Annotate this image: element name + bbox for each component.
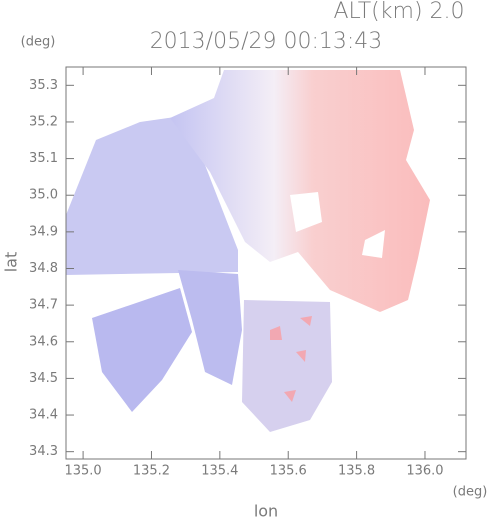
y-tick-label: 35.1 bbox=[29, 151, 58, 166]
altitude-label: ALT(km) 2.0 bbox=[333, 0, 464, 24]
radar-echo bbox=[66, 116, 238, 275]
x-tick-label: 136.0 bbox=[406, 464, 443, 479]
x-tick-label: 135.2 bbox=[133, 464, 170, 479]
x-tick-label: 135.8 bbox=[338, 464, 375, 479]
y-unit: (deg) bbox=[21, 35, 56, 50]
y-axis-label: lat bbox=[2, 252, 21, 273]
y-tick-label: 34.9 bbox=[29, 224, 58, 239]
y-tick-label: 35.3 bbox=[29, 78, 58, 93]
radar-echo bbox=[270, 316, 312, 402]
plot-frame bbox=[65, 66, 467, 460]
radar-echo bbox=[242, 300, 332, 432]
radar-echo bbox=[290, 192, 385, 258]
y-tick-label: 35.0 bbox=[29, 188, 58, 203]
x-tick-label: 135.4 bbox=[201, 464, 238, 479]
y-tick-label: 34.8 bbox=[29, 261, 58, 276]
radar-field bbox=[66, 70, 430, 432]
radar-echo bbox=[178, 270, 242, 385]
y-tick-label: 34.4 bbox=[29, 408, 58, 423]
chart-title: 2013/05/29 00:13:43 bbox=[150, 29, 383, 54]
x-tick-label: 135.6 bbox=[270, 464, 307, 479]
y-tick-label: 35.2 bbox=[29, 114, 58, 129]
radar-echo bbox=[92, 288, 192, 412]
y-tick-label: 34.3 bbox=[29, 444, 58, 459]
y-tick-label: 34.7 bbox=[29, 298, 58, 313]
y-tick-label: 34.5 bbox=[29, 371, 58, 386]
x-unit: (deg) bbox=[453, 485, 488, 500]
y-tick-label: 34.6 bbox=[29, 334, 58, 349]
x-tick-label: 135.0 bbox=[64, 464, 101, 479]
x-axis-label: lon bbox=[254, 502, 278, 521]
